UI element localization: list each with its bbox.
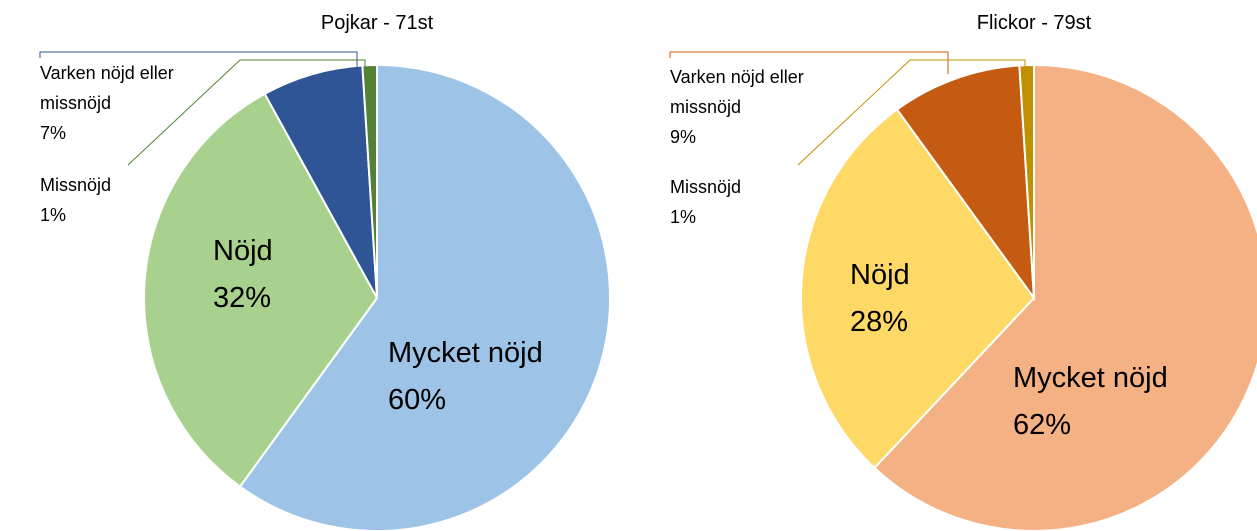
slice-name: Mycket nöjd <box>1013 362 1168 394</box>
pie-slice <box>238 63 611 531</box>
pie-slice <box>143 92 379 488</box>
slice-label: Nöjd 32% <box>213 228 273 322</box>
slice-value: 32% <box>213 282 272 314</box>
slice-label: Nöjd 28% <box>850 252 910 346</box>
pie-slice <box>800 108 1036 470</box>
pie-slice <box>1018 63 1035 299</box>
leader-line <box>127 59 366 166</box>
slice-value: 1% <box>670 207 697 227</box>
slice-name: Nöjd <box>213 235 273 267</box>
leader-line <box>669 51 949 74</box>
pie-slice <box>263 64 378 299</box>
slice-value: 28% <box>850 306 909 338</box>
slice-name: Varken nöjd eller missnöjd <box>40 63 174 113</box>
slice-value: 1% <box>40 205 67 225</box>
slice-value: 60% <box>388 384 447 416</box>
slice-value: 7% <box>40 123 67 143</box>
slice-name: Nöjd <box>850 259 910 291</box>
pie-slice <box>873 63 1257 531</box>
pie-slice <box>895 64 1036 302</box>
slice-value: 62% <box>1013 409 1072 441</box>
slice-label: Missnöjd 1% <box>40 170 210 230</box>
leader-line <box>797 59 1026 166</box>
chart-title: Flickor - 79st <box>976 12 1092 34</box>
pie-slice <box>361 63 378 299</box>
slice-value: 9% <box>670 127 697 147</box>
slice-name: Missnöjd <box>670 177 742 197</box>
slice-name: Mycket nöjd <box>388 337 543 369</box>
slice-label: Mycket nöjd 62% <box>1013 355 1168 449</box>
slice-name: Missnöjd <box>40 175 112 195</box>
slice-label: Varken nöjd eller missnöjd 9% <box>670 62 840 152</box>
slice-name: Varken nöjd eller missnöjd <box>670 67 804 117</box>
chart-title: Pojkar - 71st <box>320 12 434 34</box>
slice-label: Missnöjd 1% <box>670 172 840 232</box>
slice-label: Mycket nöjd 60% <box>388 330 543 424</box>
slice-label: Varken nöjd eller missnöjd 7% <box>40 58 210 148</box>
